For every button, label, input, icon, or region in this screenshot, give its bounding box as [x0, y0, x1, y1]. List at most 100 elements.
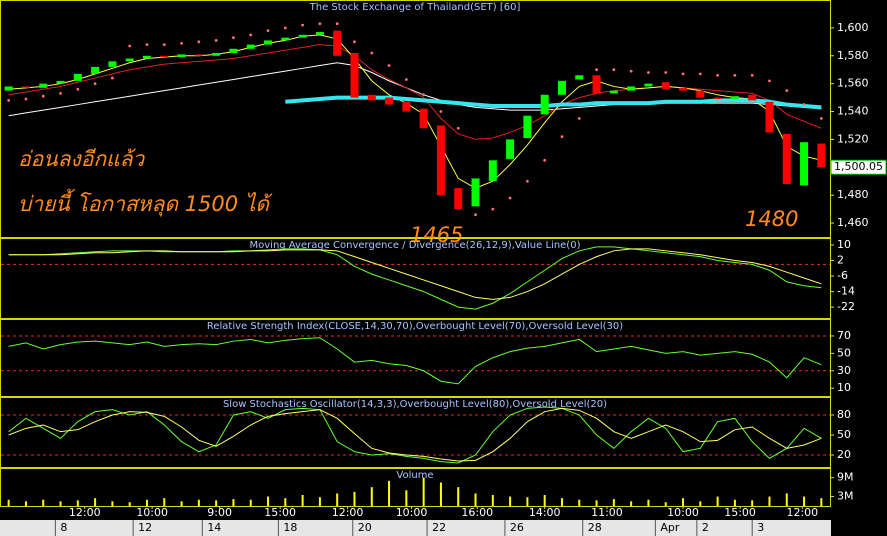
volume-bar [215, 500, 218, 506]
candle [350, 52, 359, 98]
volume-bar [491, 495, 494, 506]
sar-dot [76, 87, 80, 91]
candle [73, 73, 82, 81]
volume-bar [232, 499, 235, 506]
date-label: 3 [757, 521, 764, 534]
sar-dot [404, 78, 408, 81]
volume-bar [405, 490, 408, 506]
volume-bar [76, 500, 79, 506]
date-label: 28 [588, 521, 602, 534]
volume-bar [474, 493, 477, 506]
sar-dot [387, 64, 391, 67]
y-tick-label: 1,460 [837, 216, 869, 229]
volume-bar [336, 493, 339, 506]
sar-dot [664, 71, 668, 74]
candle [436, 125, 445, 196]
volume-bar [94, 498, 97, 506]
sar-dot [681, 72, 685, 76]
date-label: 18 [283, 521, 297, 534]
candle [385, 97, 394, 105]
date-label: 8 [60, 521, 67, 534]
candle [229, 48, 238, 53]
sar-dot [508, 196, 512, 200]
sar-dot [422, 93, 426, 97]
sar-dot [145, 43, 149, 47]
candle [194, 54, 203, 56]
sar-dot [7, 98, 11, 102]
volume-bar [388, 480, 391, 506]
x-tick-label: 10:00 [667, 506, 699, 519]
volume-bar [630, 501, 633, 506]
x-tick-label: 16:00 [461, 506, 493, 519]
sar-dot [283, 26, 287, 30]
sar-dot [249, 33, 253, 37]
panel-title: The Stock Exchange of Thailand(SET) [60] [309, 2, 521, 13]
sar-dot [629, 69, 633, 73]
candle [644, 83, 653, 87]
volume-bar [42, 499, 45, 506]
sar-dot [110, 76, 114, 80]
y-tick-label: -14 [837, 285, 855, 298]
sar-dot [543, 158, 547, 162]
y-tick-label: 1,540 [837, 105, 869, 118]
sar-dot [698, 72, 702, 76]
date-label: 2 [702, 521, 709, 534]
candle [177, 54, 186, 58]
panel-title: Relative Strength Index(CLOSE,14,30,70),… [207, 321, 623, 332]
candle [765, 101, 774, 133]
sar-dot [785, 89, 789, 93]
volume-bar [301, 495, 304, 506]
date-label: 12 [138, 521, 152, 534]
x-tick-label: 10:00 [396, 506, 428, 519]
sar-dot [802, 103, 806, 106]
sar-dot [439, 110, 443, 113]
sar-dot [595, 68, 598, 72]
sar-dot [560, 135, 564, 139]
date-label: 20 [358, 521, 372, 534]
sar-dot [335, 22, 339, 26]
volume-bar [803, 496, 806, 506]
volume-bar [249, 499, 252, 506]
y-tick-label: 3M [837, 490, 854, 503]
candle [142, 55, 151, 59]
y-tick-label: 1,480 [837, 188, 869, 201]
volume-bar [716, 496, 719, 506]
volume-bar [422, 477, 425, 506]
y-tick-label: 1,560 [837, 77, 869, 90]
volume-bar [457, 487, 460, 506]
panel-frame [0, 468, 831, 507]
volume-bar [647, 499, 650, 506]
candle [471, 178, 480, 207]
candle [333, 30, 342, 56]
sar-dot [370, 51, 374, 55]
date-label: 14 [207, 521, 221, 534]
candle [557, 80, 566, 95]
sar-dot [474, 213, 477, 217]
sar-dot [180, 41, 183, 45]
annotation: อ่อนลงอีกแล้ว [18, 147, 145, 171]
date-label: 26 [510, 521, 524, 534]
sar-dot [733, 73, 737, 77]
candle [315, 32, 324, 35]
candle [817, 143, 826, 168]
candle [523, 115, 532, 139]
volume-bar [785, 493, 788, 506]
candle [506, 139, 515, 159]
panel-frame [0, 0, 831, 238]
y-tick-label: 20 [837, 448, 851, 461]
candle [419, 108, 428, 129]
candle [696, 90, 705, 98]
sar-dot [162, 43, 166, 47]
volume-bar [180, 501, 183, 506]
date-label: Apr [660, 521, 680, 534]
volume-bar [733, 499, 736, 506]
sar-dot [214, 39, 218, 42]
volume-bar [612, 499, 615, 506]
annotation: บ่ายนี้ โอกาสหลุด 1500 ได้ [18, 188, 273, 217]
annotation: 1480 [745, 207, 798, 231]
volume-bar [820, 498, 823, 506]
sar-dot [301, 23, 305, 27]
volume-bar [59, 501, 62, 506]
candle [367, 94, 376, 101]
y-tick-label: 1,580 [837, 49, 869, 62]
